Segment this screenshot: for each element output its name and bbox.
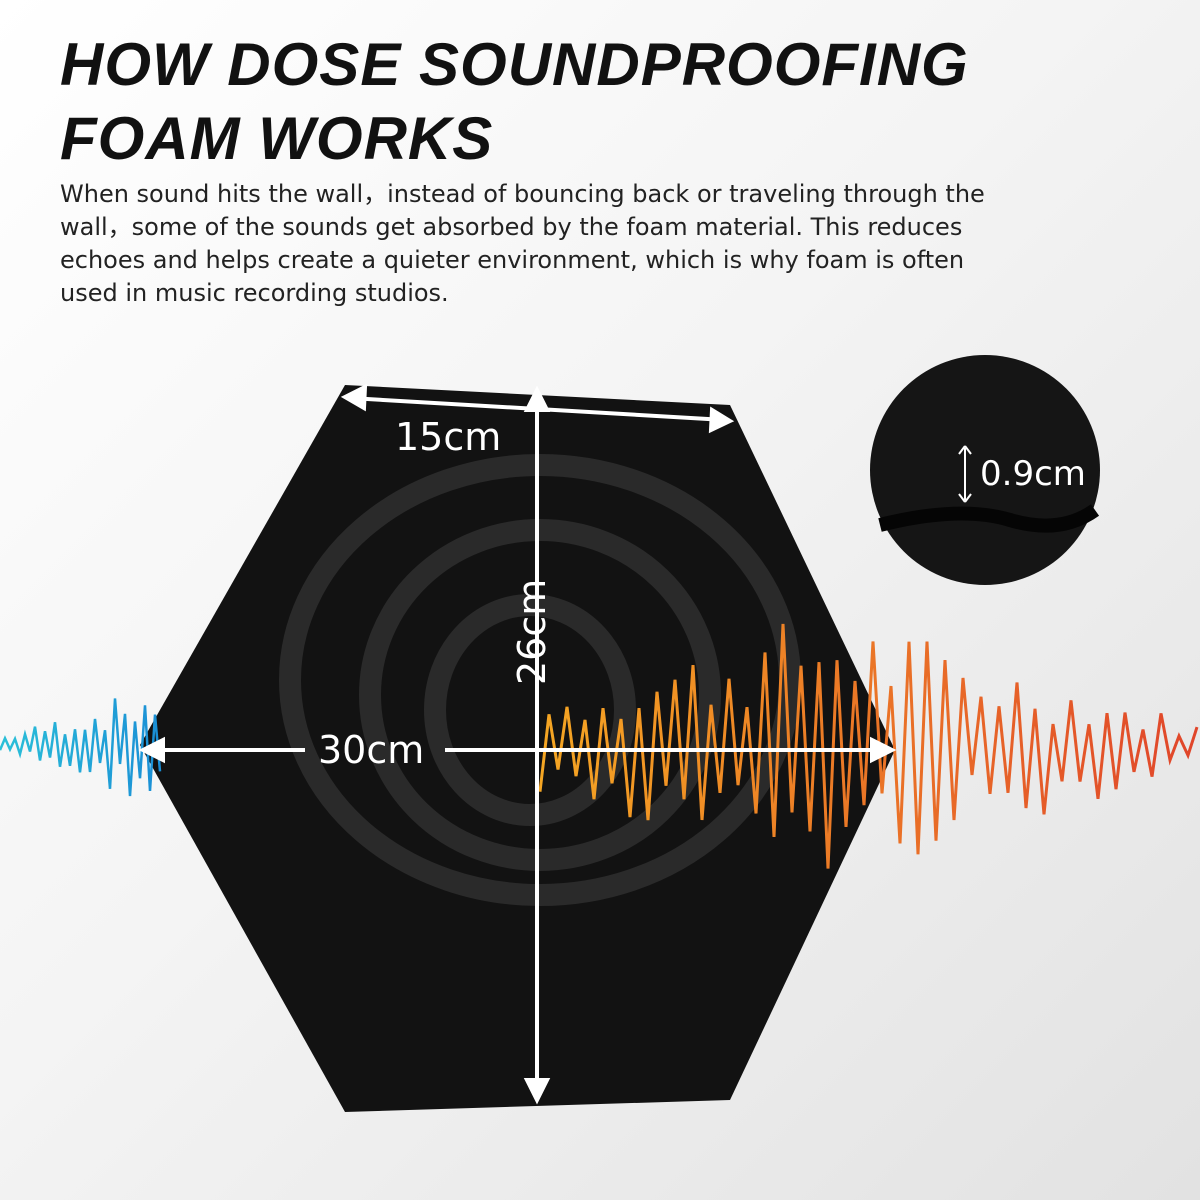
width-label: 30cm xyxy=(318,728,424,772)
thickness-label: 0.9cm xyxy=(980,454,1086,494)
height-label: 26cm xyxy=(510,579,554,685)
incoming-sound-wave xyxy=(0,698,162,797)
sound-rings xyxy=(279,454,801,906)
edge-length-label: 15cm xyxy=(395,415,501,459)
absorbed-sound-wave xyxy=(538,623,1199,869)
thickness-arrow xyxy=(958,445,972,503)
description: When sound hits the wall，instead of boun… xyxy=(60,180,985,307)
dimension-arrows xyxy=(138,383,897,1105)
page-title: HOW DOSE SOUNDPROOFING FOAM WORKS xyxy=(60,31,969,172)
